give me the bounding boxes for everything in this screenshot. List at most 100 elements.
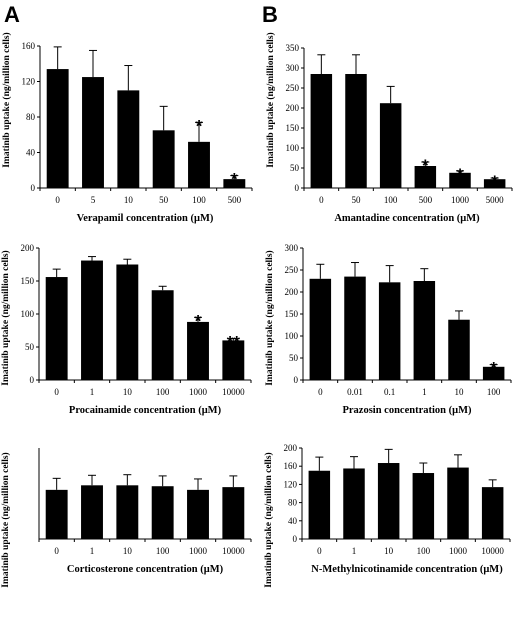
x-tick-label: 50 [159, 195, 169, 205]
chart-4: 0 50 100 150 200 250 300 0 0.01 0.1 1 10 100 * Prazosi… [264, 243, 512, 416]
chart-1: 0 40 80 120 160 0 5 10 50 100 * 500 * Verapamil conce… [1, 32, 253, 224]
y-tick-label: 200 [285, 287, 299, 297]
y-tick-label: 80 [26, 112, 36, 122]
bar [188, 141, 210, 188]
y-tick-label: 50 [289, 353, 299, 363]
x-tick-label: 10 [124, 195, 134, 205]
x-tick-label: 5 [91, 195, 96, 205]
bar [412, 473, 435, 539]
bar [117, 90, 140, 188]
significance-marker: ** [227, 332, 241, 351]
x-tick-label: 100 [417, 546, 431, 556]
bar [378, 282, 401, 380]
y-tick-label: 150 [21, 276, 35, 286]
bar [344, 276, 366, 380]
y-tick-label: 50 [290, 163, 300, 173]
y-tick-label: 150 [285, 309, 299, 319]
x-axis-label: Amantadine concentration (μM) [334, 213, 480, 224]
x-tick-label: 50 [352, 195, 362, 205]
x-tick-label: 0 [319, 195, 324, 205]
y-tick-label: 100 [286, 143, 300, 153]
bar [46, 69, 69, 188]
y-tick-label: 40 [288, 516, 298, 526]
x-tick-label: 0 [54, 546, 59, 556]
x-tick-label: 0 [318, 387, 323, 397]
x-tick-label: 0 [55, 195, 60, 205]
significance-marker: * [457, 165, 464, 184]
chart-5: 0 1 10 100 1000 10000 Corticosterone concentra… [0, 448, 252, 588]
x-tick-label: 1 [90, 546, 95, 556]
y-tick-label: 120 [284, 479, 298, 489]
y-tick-label: 80 [288, 498, 298, 508]
y-tick-label: 100 [285, 331, 299, 341]
bar [449, 172, 471, 188]
x-tick-label: 5000 [486, 195, 505, 205]
x-axis-label: Procainamide concentration (μM) [69, 405, 222, 416]
y-tick-label: 200 [284, 443, 298, 453]
bar [481, 487, 504, 539]
bar [379, 103, 402, 188]
bar [152, 130, 175, 188]
y-tick-label: 0 [31, 183, 36, 193]
y-tick-label: 0 [30, 375, 35, 385]
y-axis-label: Imatinib uptake (ng/million cells) [264, 250, 275, 385]
x-tick-label: 100 [156, 387, 170, 397]
x-tick-label: 10000 [222, 546, 245, 556]
bar [187, 489, 209, 539]
y-tick-label: 200 [286, 103, 300, 113]
x-tick-label: 100 [156, 546, 170, 556]
bar [151, 290, 174, 380]
y-axis-label: Imatinib uptake (ng/million cells) [1, 32, 12, 167]
bar [310, 74, 333, 188]
significance-marker: * [491, 172, 498, 191]
x-tick-label: 1 [422, 387, 427, 397]
y-tick-label: 0 [295, 183, 300, 193]
x-tick-label: 0 [54, 387, 59, 397]
y-axis-label: Imatinib uptake (ng/million cells) [263, 452, 274, 587]
x-tick-label: 1000 [449, 546, 468, 556]
y-tick-label: 100 [21, 309, 35, 319]
significance-marker: * [231, 170, 238, 189]
x-tick-label: 1 [90, 387, 95, 397]
bar [151, 486, 174, 539]
x-tick-label: 10000 [481, 546, 504, 556]
chart-6: 0 40 80 120 160 200 0 1 10 100 1000 10000 N-Methylni… [263, 443, 511, 588]
bar [447, 467, 469, 539]
bar [81, 260, 103, 380]
x-tick-label: 1000 [451, 195, 470, 205]
x-axis-label: N-Methylnicotinamide concentration (μM) [311, 564, 503, 575]
x-tick-label: 10 [455, 387, 465, 397]
x-axis-label: Prazosin concentration (μM) [342, 405, 472, 416]
y-tick-label: 50 [25, 342, 35, 352]
y-tick-label: 0 [294, 375, 299, 385]
x-tick-label: 500 [419, 195, 433, 205]
bar [482, 366, 505, 380]
y-axis-label: Imatinib uptake (ng/million cells) [265, 32, 276, 167]
y-axis-label: Imatinib uptake (ng/million cells) [0, 452, 11, 587]
chart-3: 0 50 100 150 200 0 1 10 100 1000 * 10000 ** Procainam… [0, 243, 252, 416]
y-tick-label: 300 [285, 243, 299, 253]
x-tick-label: 100 [384, 195, 398, 205]
bar [343, 468, 365, 539]
chart-2: 0 50 100 150 200 250 300 350 0 50 100 500 * 1000 * 5000… [265, 32, 513, 224]
x-tick-label: 1000 [189, 546, 208, 556]
y-tick-label: 300 [286, 63, 300, 73]
bar [116, 485, 139, 539]
x-tick-label: 10 [384, 546, 394, 556]
y-tick-label: 160 [284, 461, 298, 471]
x-tick-label: 0.01 [347, 387, 363, 397]
y-tick-label: 40 [26, 148, 36, 158]
bar [448, 319, 470, 380]
x-tick-label: 10 [123, 387, 133, 397]
bar [187, 321, 209, 380]
y-tick-label: 120 [22, 77, 36, 87]
bar [308, 470, 331, 539]
bar [222, 487, 245, 539]
bar [223, 179, 246, 188]
x-tick-label: 100 [192, 195, 206, 205]
y-tick-label: 250 [286, 83, 300, 93]
bar [82, 77, 104, 188]
bar [309, 278, 332, 380]
panel-letter-b: B [262, 2, 278, 27]
y-tick-label: 250 [285, 265, 299, 275]
